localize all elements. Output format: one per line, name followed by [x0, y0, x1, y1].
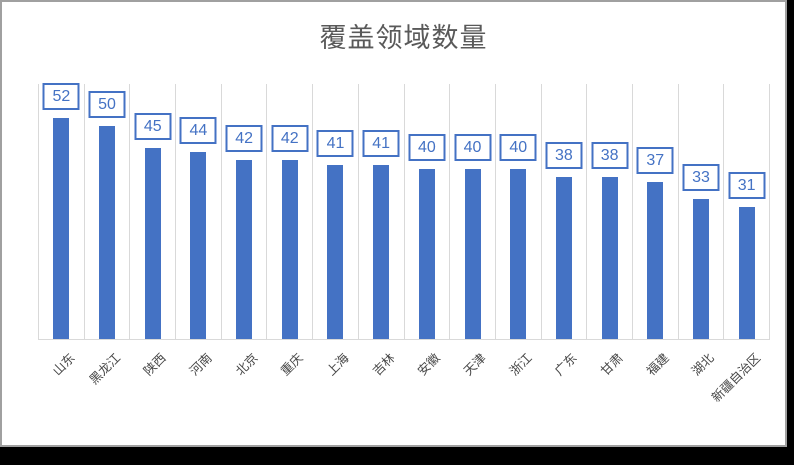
- letterbox-right: [787, 0, 794, 465]
- data-label-value: 33: [692, 169, 710, 186]
- bar: [53, 118, 70, 339]
- data-label-value: 40: [463, 139, 482, 156]
- data-label-value: 38: [600, 147, 619, 164]
- category-axis-label: 北京: [232, 350, 261, 379]
- data-label-value: 37: [646, 152, 665, 169]
- category-axis-label: 新疆自治区: [708, 350, 763, 405]
- bar-column: 42: [266, 84, 312, 339]
- data-label-box: 38: [545, 142, 583, 169]
- category-axis-label: 甘肃: [598, 350, 626, 379]
- data-label-box: 44: [179, 117, 217, 144]
- data-label-value: 38: [555, 147, 573, 164]
- data-label-value: 40: [417, 139, 436, 156]
- plot-area: 52 50 45 44 42 42 41 41 40 40 40 38 38 37 33 31: [38, 83, 770, 340]
- bar-column: 42: [220, 84, 267, 339]
- bar-column: 44: [175, 84, 221, 339]
- data-label-box: 45: [134, 113, 172, 140]
- bar: [510, 169, 527, 339]
- chart-frame: 覆盖领域数量 52 50 45 44 42 42 41 41 40 40 40 38 38 37 33 31 …: [0, 0, 787, 447]
- data-label-box: 40: [454, 134, 492, 161]
- bar: [327, 165, 344, 339]
- bar-column: 33: [677, 84, 724, 339]
- bar-column: 50: [83, 84, 130, 339]
- bar-column: 37: [631, 84, 678, 339]
- category-axis-label: 河南: [187, 350, 215, 379]
- data-label-box: 42: [271, 125, 309, 152]
- data-label-box: 33: [682, 164, 720, 191]
- data-label-box: 31: [728, 172, 766, 199]
- data-label-box: 42: [225, 125, 263, 152]
- bar: [738, 207, 755, 339]
- category-axis-label: 陕西: [141, 350, 169, 379]
- data-label-box: 50: [88, 91, 126, 118]
- data-label-box: 41: [316, 130, 354, 157]
- data-label-box: 40: [499, 134, 537, 161]
- bar: [144, 148, 161, 339]
- bar: [464, 169, 481, 339]
- data-label-value: 45: [143, 118, 162, 135]
- category-axis-label: 天津: [461, 350, 489, 379]
- bar-column: 40: [403, 84, 450, 339]
- bar: [418, 169, 435, 339]
- bar: [647, 182, 664, 339]
- data-label-value: 42: [280, 130, 299, 147]
- bar-column: 38: [586, 84, 632, 339]
- data-label-box: 40: [408, 134, 446, 161]
- data-label-box: 52: [42, 83, 80, 110]
- category-axis-label: 黑龙江: [86, 350, 124, 388]
- category-axis-label: 湖北: [689, 350, 718, 379]
- data-label-value: 41: [372, 135, 391, 152]
- category-axis-label: 吉林: [369, 350, 398, 379]
- bar: [555, 177, 572, 339]
- category-axis-label: 福建: [643, 350, 672, 379]
- bar-column: 45: [129, 84, 175, 339]
- bar-column: 40: [494, 84, 541, 339]
- letterbox-bottom: [0, 447, 794, 465]
- data-label-box: 38: [591, 142, 629, 169]
- data-label-value: 40: [509, 139, 528, 156]
- bar-column: 41: [357, 84, 404, 339]
- category-axis-label: 上海: [324, 350, 352, 379]
- data-label-value: 41: [326, 135, 345, 152]
- bar-column: 40: [449, 84, 495, 339]
- category-axis-label: 广东: [552, 350, 581, 379]
- data-label-value: 44: [189, 122, 208, 139]
- category-axis-label: 浙江: [506, 350, 535, 379]
- data-label-value: 31: [737, 177, 756, 194]
- chart-title: 覆盖领域数量: [319, 23, 488, 53]
- data-label-box: 41: [362, 130, 400, 157]
- bar: [373, 165, 390, 339]
- bar-column: 52: [38, 83, 84, 339]
- bar: [190, 152, 207, 339]
- bar: [281, 160, 298, 339]
- data-label-value: 52: [52, 88, 71, 105]
- bar: [236, 160, 253, 339]
- bar-column: 38: [540, 84, 587, 339]
- bar-column: 41: [312, 84, 358, 339]
- bar-column: 31: [723, 84, 769, 339]
- category-axis-label: 重庆: [278, 350, 307, 379]
- data-label-value: 42: [235, 130, 253, 147]
- bar: [99, 126, 116, 339]
- category-axis-label: 山东: [49, 350, 78, 379]
- category-axis-label: 安徽: [415, 350, 444, 379]
- data-label-box: 37: [636, 147, 674, 174]
- bar: [601, 177, 618, 339]
- data-label-value: 50: [98, 96, 116, 113]
- bar: [692, 199, 709, 339]
